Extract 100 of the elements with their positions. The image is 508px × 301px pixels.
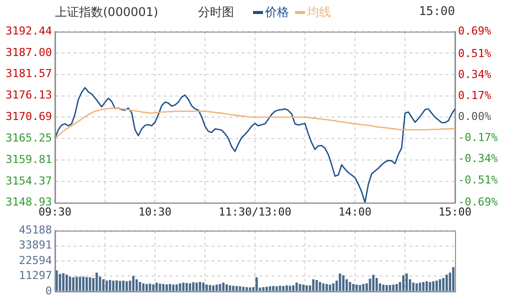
y-tick-label: 3192.44 (6, 24, 52, 38)
y-tick-label: 33891 (18, 238, 52, 252)
y2-tick-label: -0.17% (458, 131, 498, 144)
bar (422, 282, 424, 291)
legend-label: 价格 (265, 4, 289, 21)
bar (446, 274, 448, 291)
x-tick-label: 11:30/13:00 (218, 205, 292, 218)
bar (242, 286, 244, 291)
bar (176, 284, 178, 291)
bar (96, 272, 98, 291)
y-tick-label: 3159.81 (6, 152, 52, 166)
bar (326, 284, 328, 291)
chart-subtitle: 分时图 (198, 4, 234, 21)
bar (86, 277, 88, 291)
y2-tick-label: -0.34% (458, 152, 498, 166)
bar (162, 284, 164, 291)
bar (256, 277, 258, 291)
y-tick-label: 3165.25 (6, 131, 52, 144)
bar (186, 283, 188, 291)
y2-tick-label: 0.00% (458, 110, 492, 124)
bar (262, 287, 264, 291)
bar (278, 286, 282, 291)
bar (192, 282, 194, 291)
bar (356, 284, 358, 291)
bar (102, 279, 104, 291)
bar (292, 285, 294, 291)
bar (322, 283, 324, 291)
y-tick-label: 45188 (18, 223, 52, 236)
bar (152, 284, 154, 291)
bar (166, 284, 168, 291)
bar (266, 286, 268, 291)
bar (402, 275, 404, 291)
bar (146, 284, 148, 291)
bar (452, 267, 454, 291)
bar (436, 280, 438, 291)
bar (246, 287, 248, 291)
bar (332, 283, 334, 291)
bar (236, 286, 238, 291)
bar (142, 283, 144, 291)
y-tick-label: 0 (45, 284, 52, 298)
bar (416, 283, 418, 291)
bar (328, 284, 332, 291)
bar (106, 280, 108, 291)
bar (316, 280, 318, 291)
bar (276, 286, 278, 291)
bar (372, 274, 374, 291)
bar (306, 285, 308, 291)
bar (72, 277, 74, 291)
bar (216, 284, 218, 291)
bar (296, 282, 298, 291)
bar (156, 282, 158, 291)
y2-tick-label: -0.51% (458, 173, 498, 186)
x-tick-label: 14:00 (338, 205, 372, 218)
bar (136, 279, 138, 291)
y-tick-label: 3181.57 (6, 67, 52, 80)
y-tick-label: 3176.13 (6, 88, 52, 102)
bar (196, 282, 198, 291)
y-tick-label: 22594 (18, 254, 52, 267)
bar (126, 281, 128, 291)
bar (272, 286, 274, 291)
y2-tick-label: 0.34% (458, 68, 492, 81)
bar (206, 284, 208, 291)
bar (352, 284, 354, 291)
legend-label: 均线 (307, 4, 331, 21)
bar (282, 286, 284, 291)
bar (432, 281, 434, 291)
bar (62, 273, 64, 291)
y2-tick-label: 0.69% (458, 24, 492, 38)
bar (382, 284, 384, 291)
bar (202, 282, 204, 291)
y2-tick-label: 0.51% (458, 46, 492, 60)
bar (412, 282, 414, 291)
bar (212, 285, 214, 291)
bar (406, 274, 408, 291)
chart-title: 上证指数(000001) (55, 4, 158, 21)
bar (112, 280, 114, 291)
bar (116, 280, 118, 291)
bar (226, 284, 228, 291)
bar (302, 284, 304, 291)
bar (312, 279, 314, 291)
bar (362, 284, 364, 291)
bar (426, 281, 428, 291)
y-tick-label: 3170.69 (6, 110, 52, 124)
bar (346, 279, 348, 291)
text: 15:00 (418, 4, 455, 18)
bar (288, 286, 292, 291)
bar (286, 285, 288, 291)
bar (232, 286, 234, 291)
bar (182, 282, 184, 291)
bar (122, 280, 124, 291)
bar (376, 278, 378, 291)
bar (132, 276, 134, 291)
x-tick-label: 10:30 (138, 205, 172, 218)
y-tick-label: 3187.00 (6, 46, 52, 59)
y-tick-label: 11297 (18, 269, 52, 282)
bar (442, 278, 444, 291)
bar (386, 284, 388, 291)
bar (82, 276, 84, 291)
bar (392, 284, 394, 291)
bar (396, 284, 398, 291)
